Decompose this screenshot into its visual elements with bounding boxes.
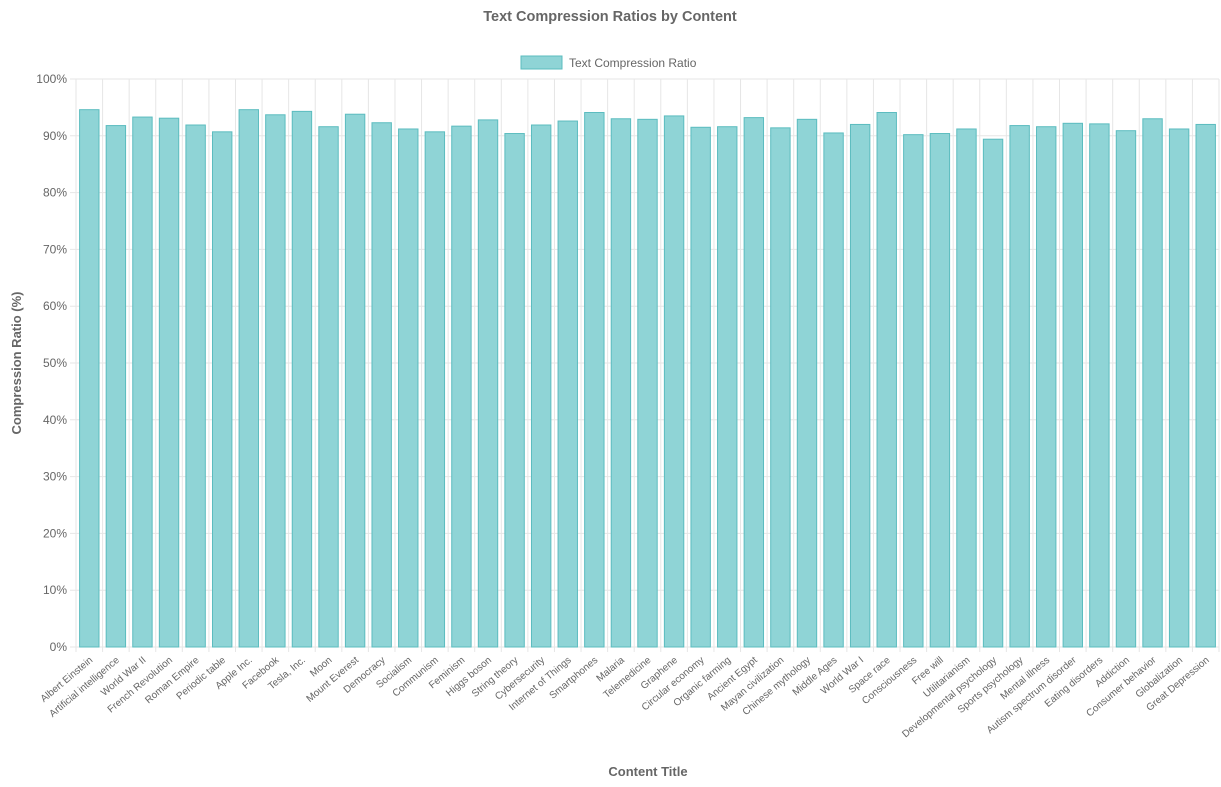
- bar[interactable]: [796, 118, 818, 648]
- bar[interactable]: [1089, 123, 1110, 648]
- bar[interactable]: [1142, 118, 1163, 648]
- legend-label: Text Compression Ratio: [569, 56, 697, 70]
- bar[interactable]: [398, 128, 419, 648]
- bar[interactable]: [158, 117, 180, 648]
- bar[interactable]: [530, 124, 552, 648]
- bar[interactable]: [1115, 130, 1137, 648]
- bar[interactable]: [770, 127, 791, 648]
- bars: [79, 109, 1216, 648]
- legend[interactable]: Text Compression Ratio: [520, 55, 697, 70]
- bar[interactable]: [1168, 128, 1190, 648]
- y-axis-ticks: 0% 10% 20% 30% 40% 50% 60% 70% 80% 90% 100%: [36, 72, 67, 654]
- y-tick-label: 90%: [43, 129, 67, 143]
- bar[interactable]: [903, 134, 924, 648]
- bar[interactable]: [743, 117, 765, 648]
- bar[interactable]: [663, 115, 685, 648]
- bar[interactable]: [371, 122, 392, 648]
- y-tick-label: 30%: [43, 470, 67, 484]
- bar[interactable]: [849, 123, 871, 648]
- bar[interactable]: [584, 112, 605, 648]
- bar[interactable]: [876, 112, 897, 648]
- bar[interactable]: [238, 109, 259, 648]
- y-axis-title: Compression Ratio (%): [9, 291, 24, 434]
- bar[interactable]: [105, 125, 127, 648]
- bar[interactable]: [1036, 126, 1057, 648]
- y-tick-label: 50%: [43, 356, 67, 370]
- bar[interactable]: [265, 114, 286, 648]
- bar[interactable]: [1062, 122, 1084, 648]
- bar[interactable]: [185, 124, 206, 648]
- bar[interactable]: [132, 116, 153, 648]
- bar[interactable]: [477, 119, 499, 648]
- bar[interactable]: [956, 128, 977, 648]
- bar[interactable]: [717, 126, 738, 648]
- grid-lines: [70, 78, 1220, 652]
- chart-title: Text Compression Ratios by Content: [483, 9, 737, 25]
- bar[interactable]: [690, 126, 711, 648]
- bar[interactable]: [344, 113, 366, 648]
- legend-swatch: [520, 55, 563, 70]
- bar[interactable]: [637, 118, 658, 648]
- y-tick-label: 20%: [43, 526, 67, 540]
- bar[interactable]: [424, 131, 446, 648]
- bar[interactable]: [929, 133, 951, 648]
- y-tick-label: 60%: [43, 299, 67, 313]
- bar[interactable]: [823, 132, 844, 648]
- bar[interactable]: [318, 126, 339, 648]
- bar[interactable]: [610, 118, 632, 648]
- bar[interactable]: [504, 133, 525, 648]
- bar[interactable]: [451, 125, 472, 648]
- bar[interactable]: [211, 131, 233, 648]
- bar[interactable]: [291, 110, 313, 648]
- bar[interactable]: [1009, 125, 1030, 648]
- bar[interactable]: [1195, 123, 1216, 648]
- bar[interactable]: [557, 120, 578, 648]
- bar[interactable]: [79, 109, 100, 648]
- y-tick-label: 10%: [43, 583, 67, 597]
- y-tick-label: 0%: [50, 640, 68, 654]
- y-tick-label: 80%: [43, 186, 67, 200]
- bar[interactable]: [982, 138, 1004, 648]
- x-axis-title: Content Title: [608, 764, 687, 779]
- y-tick-label: 40%: [43, 413, 67, 427]
- y-tick-label: 100%: [36, 72, 67, 86]
- y-tick-label: 70%: [43, 242, 67, 256]
